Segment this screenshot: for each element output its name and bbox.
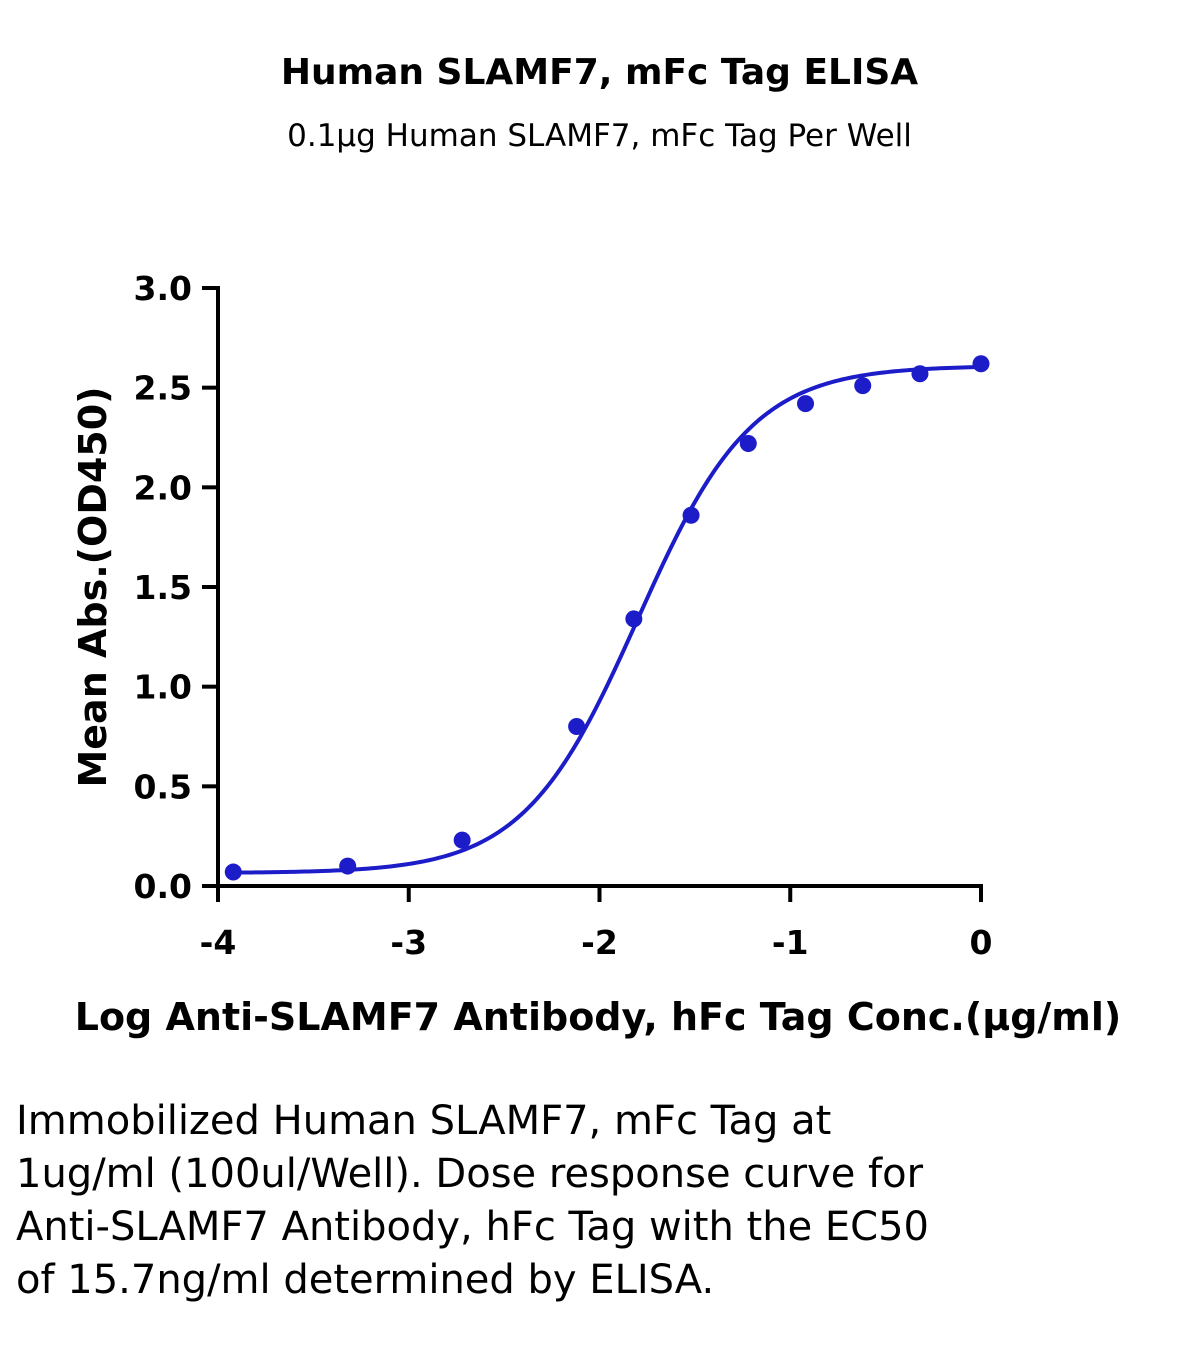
y-tick-label: 0.5 (134, 767, 192, 806)
data-point (224, 863, 242, 881)
data-point (739, 434, 757, 452)
x-tick-label: -4 (200, 923, 237, 962)
x-tick-label: -3 (390, 923, 427, 962)
chart-subtitle: 0.1μg Human SLAMF7, mFc Tag Per Well (287, 118, 912, 154)
x-tick-label: -2 (581, 923, 618, 962)
y-tick-label: 1.0 (134, 668, 192, 707)
data-point (453, 831, 471, 849)
data-point (568, 718, 586, 736)
fit-curve (233, 364, 982, 875)
data-point (797, 395, 815, 413)
data-point (682, 506, 700, 524)
x-tick-label: 0 (970, 923, 993, 962)
y-tick-label: 1.5 (134, 568, 192, 607)
y-tick-label: 2.5 (134, 369, 192, 408)
data-point (339, 857, 357, 875)
y-tick-label: 2.0 (134, 468, 192, 507)
x-axis-label: Log Anti-SLAMF7 Antibody, hFc Tag Conc.(… (75, 995, 1122, 1039)
y-tick-label: 0.0 (134, 867, 192, 906)
chart-ticks: 0.0 0.5 1.0 1.5 2.0 2.5 3.0 -4 -3 -2 -1 0 (134, 269, 993, 962)
figure-caption: Immobilized Human SLAMF7, mFc Tag at 1ug… (16, 1098, 929, 1303)
y-tick-label: 3.0 (134, 269, 192, 308)
chart-title: Human SLAMF7, mFc Tag ELISA (280, 52, 919, 93)
elisa-chart: 0.0 0.5 1.0 1.5 2.0 2.5 3.0 -4 -3 -2 -1 0 Log Anti-… (71, 269, 1122, 1039)
data-point (972, 355, 990, 373)
data-point (854, 377, 872, 395)
data-points (224, 355, 990, 881)
y-axis-label: Mean Abs.(OD450) (71, 386, 115, 787)
x-tick-label: -1 (772, 923, 809, 962)
data-point (911, 365, 929, 383)
data-point (625, 610, 643, 628)
